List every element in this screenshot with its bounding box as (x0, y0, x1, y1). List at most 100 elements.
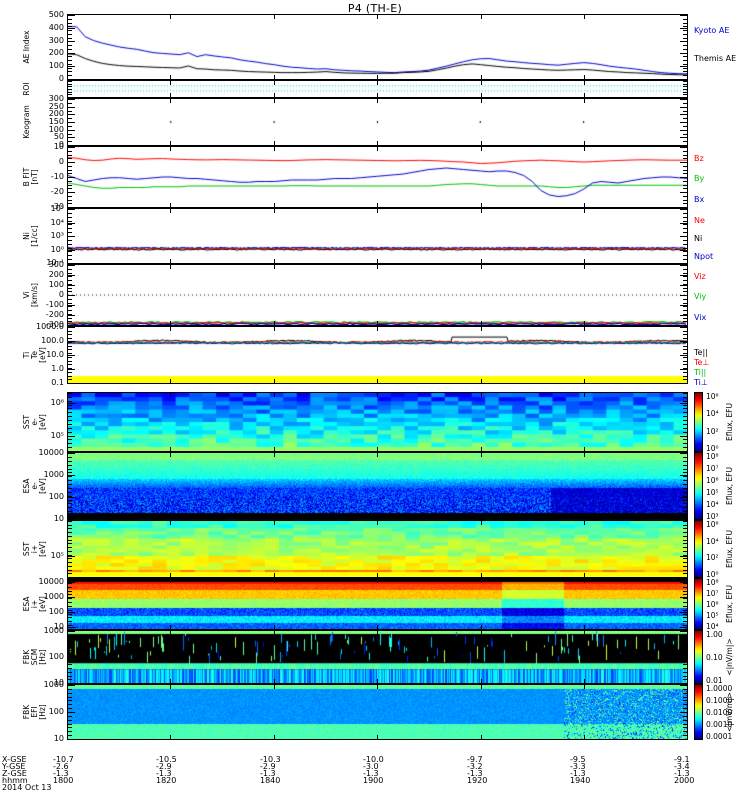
y-tick-label: -200 (45, 310, 64, 319)
y-minor-tick (683, 125, 687, 127)
y-minor-tick (68, 22, 72, 24)
x-tick-mark (584, 573, 585, 577)
y-minor-tick (683, 165, 687, 167)
y-minor-tick (683, 480, 687, 482)
y-minor-tick (683, 719, 687, 721)
y-minor-tick (68, 327, 72, 328)
x-tick-mark (377, 735, 378, 739)
y-minor-tick (68, 719, 72, 721)
x-tick-mark (170, 93, 171, 97)
y-minor-tick (68, 41, 72, 43)
y-minor-tick (683, 317, 687, 319)
x-tick-mark (274, 521, 275, 525)
y-minor-tick (683, 511, 687, 513)
y-minor-tick (68, 499, 72, 501)
y-tick-label: 10000 (38, 577, 64, 586)
y-minor-tick (68, 515, 72, 517)
y-tick-label: 10⁻¹ (46, 258, 64, 267)
y-minor-tick (68, 283, 72, 285)
y-minor-tick (68, 158, 72, 160)
y-minor-tick (68, 700, 72, 702)
y-minor-tick (683, 203, 687, 205)
y-minor-tick (683, 48, 687, 50)
x-tick-mark (170, 327, 171, 331)
x-tick-mark (377, 625, 378, 629)
x-axis-tick-x_gse: -10.7 (53, 755, 74, 764)
y-minor-tick (68, 67, 72, 69)
colorbar-tick-label: 10⁶ (706, 392, 719, 401)
y-minor-tick (68, 408, 72, 410)
y-minor-tick (683, 649, 687, 651)
x-tick-mark (170, 579, 171, 583)
colorbar-tick-label: 1.0000 (706, 684, 733, 693)
y-minor-tick (68, 547, 72, 549)
y-tick-mark (680, 355, 687, 356)
y-minor-tick (683, 476, 687, 478)
y-minor-tick (683, 484, 687, 486)
y-tick-mark (680, 369, 687, 370)
y-minor-tick (68, 657, 72, 658)
y-minor-tick (683, 708, 687, 710)
panel-plot-sst-ion (68, 521, 687, 577)
y-tick-label: 10⁵ (50, 430, 64, 440)
x-tick-mark (274, 447, 275, 451)
x-tick-mark (481, 327, 482, 331)
x-tick-mark (170, 631, 171, 635)
colorbar-tick-label: 10⁴ (706, 409, 719, 419)
y-minor-tick (683, 360, 687, 362)
panel-plot-roi (68, 81, 687, 97)
y-minor-tick (68, 735, 72, 737)
colorbar-tick-label: 10⁶ (706, 600, 719, 609)
legend-label-bx: Bx (694, 194, 705, 204)
x-tick-mark (481, 265, 482, 269)
colorbar-tick-label: 10² (706, 426, 719, 436)
y-minor-tick (68, 368, 72, 370)
y-minor-tick (68, 209, 72, 210)
y-minor-tick (683, 573, 687, 575)
x-tick-mark (584, 625, 585, 629)
legend-label-vix: Vix (694, 312, 707, 322)
y-minor-tick (683, 727, 687, 729)
x-tick-mark (481, 209, 482, 213)
y-minor-tick (683, 353, 687, 355)
y-tick-mark (680, 40, 687, 42)
y-tick-mark (68, 53, 75, 55)
x-tick-mark (274, 625, 275, 629)
y-tick-mark (680, 315, 687, 316)
y-minor-tick (68, 295, 72, 296)
y-minor-tick (68, 86, 72, 88)
y-minor-tick (68, 383, 72, 384)
y-minor-tick (683, 660, 687, 662)
y-minor-tick (683, 224, 687, 226)
y-minor-tick (683, 453, 687, 454)
y-minor-tick (683, 162, 687, 163)
y-minor-tick (683, 685, 687, 686)
y-minor-tick (683, 515, 687, 517)
x-axis-tick-x_gse: -10.0 (363, 755, 384, 764)
y-minor-tick (683, 259, 687, 261)
y-minor-tick (683, 653, 687, 655)
x-tick-mark (170, 321, 171, 325)
y-minor-tick (683, 239, 687, 241)
x-tick-mark (274, 141, 275, 145)
y-minor-tick (683, 423, 687, 425)
y-tick-label: 500 (48, 10, 64, 19)
y-minor-tick (683, 507, 687, 509)
y-minor-tick (683, 18, 687, 20)
y-minor-tick (68, 180, 72, 182)
x-tick-mark (481, 203, 482, 207)
y-minor-tick (683, 579, 687, 580)
x-tick-mark (377, 209, 378, 213)
y-minor-tick (68, 609, 72, 611)
x-tick-mark (584, 99, 585, 103)
y-minor-tick (683, 554, 687, 556)
colorbar-label-fbk-efi: <|mV/m|> (725, 692, 734, 732)
y-minor-tick (68, 685, 72, 686)
y-minor-tick (68, 287, 72, 289)
x-tick-mark (170, 447, 171, 451)
y-minor-tick (683, 291, 687, 293)
y-minor-tick (68, 443, 72, 445)
x-tick-mark (170, 75, 171, 79)
y-minor-tick (683, 141, 687, 143)
legend-label-bz: Bz (694, 154, 704, 163)
